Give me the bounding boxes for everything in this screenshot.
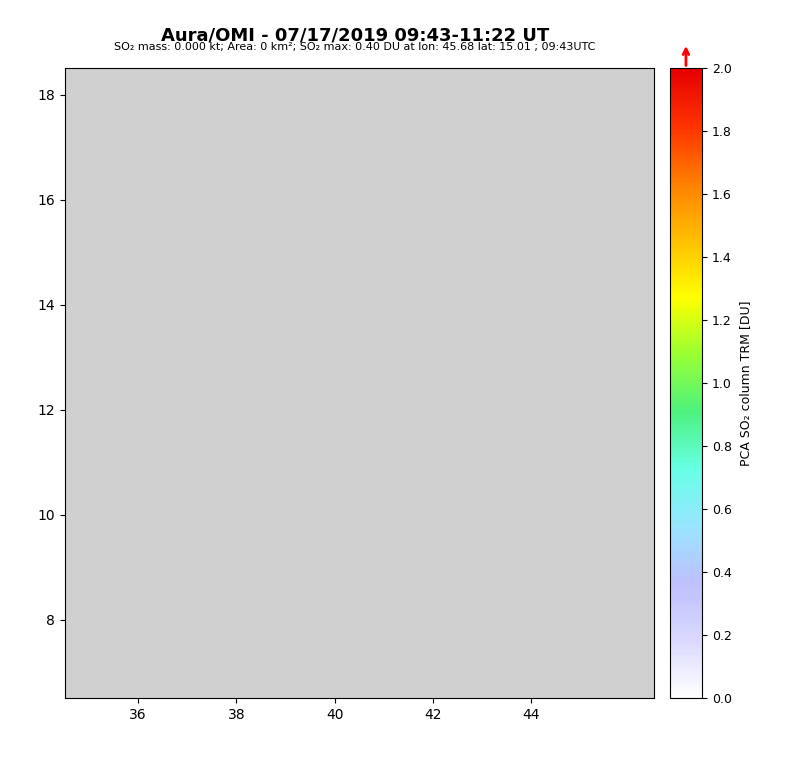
- Text: Aura/OMI - 07/17/2019 09:43-11:22 UT: Aura/OMI - 07/17/2019 09:43-11:22 UT: [161, 27, 550, 45]
- Text: SO₂ mass: 0.000 kt; Area: 0 km²; SO₂ max: 0.40 DU at lon: 45.68 lat: 15.01 ; 09:: SO₂ mass: 0.000 kt; Area: 0 km²; SO₂ max…: [115, 42, 596, 52]
- Y-axis label: PCA SO₂ column TRM [DU]: PCA SO₂ column TRM [DU]: [738, 301, 752, 466]
